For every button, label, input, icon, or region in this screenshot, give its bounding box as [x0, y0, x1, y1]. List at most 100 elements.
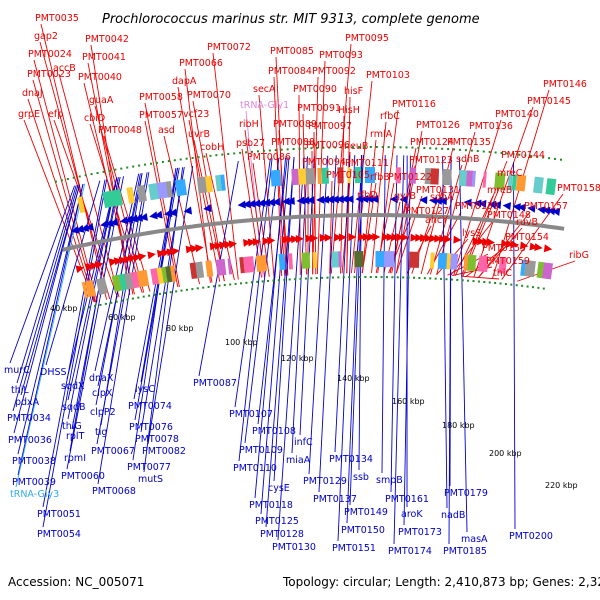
gene-label: PMT0118: [249, 500, 293, 511]
gene-label: ribG: [569, 250, 589, 261]
map-title: Prochlorococcus marinus str. MIT 9313, c…: [102, 12, 480, 27]
label-leader-line: [329, 180, 333, 274]
label-leader-line: [238, 158, 273, 462]
skew-dot: [405, 146, 408, 149]
gene-label: PMT0136: [469, 121, 513, 132]
skew-dot: [268, 149, 271, 152]
skew-dot: [512, 153, 515, 156]
reverse-gene-arrow: [546, 207, 556, 216]
skew-dot: [180, 289, 183, 292]
skew-dot: [494, 151, 497, 154]
gene-label: asd: [158, 125, 175, 136]
outer-category-block: [354, 250, 364, 268]
outer-category-block: [227, 258, 233, 275]
skew-dot: [542, 287, 545, 290]
skew-dot: [131, 297, 134, 300]
forward-gene-arrow: [386, 233, 395, 242]
skew-dot: [164, 292, 167, 295]
skew-dot: [203, 155, 206, 158]
gene-label: PMT0078: [135, 434, 179, 445]
skew-dot: [60, 179, 63, 182]
gene-label: guaA: [89, 95, 114, 106]
gene-label: PMT0179: [444, 488, 488, 499]
skew-dot: [483, 280, 486, 283]
skew-dot: [137, 296, 140, 299]
skew-dot: [470, 149, 473, 152]
label-leader-line: [67, 177, 118, 420]
forward-gene-arrow: [195, 244, 204, 253]
label-leader-line: [17, 183, 84, 455]
label-leader-line: [461, 275, 500, 280]
gene-label: PMT0039: [12, 477, 56, 488]
label-leader-line: [393, 155, 405, 545]
inner-category-block: [205, 175, 213, 193]
forward-gene-arrow: [243, 238, 252, 247]
skew-dot: [310, 147, 313, 150]
outer-category-block: [384, 251, 395, 268]
inner-category-block: [409, 167, 417, 184]
gene-label: PMT0094: [302, 157, 346, 168]
gene-label: sqdB: [62, 402, 86, 413]
reverse-gene-arrow: [463, 198, 472, 207]
skew-dot: [315, 277, 318, 280]
reverse-gene-arrow: [134, 213, 144, 222]
skew-dot: [526, 285, 529, 288]
label-leader-line: [257, 157, 288, 425]
gene-label: mreB: [487, 185, 512, 196]
forward-gene-arrow: [334, 233, 343, 242]
label-leader-line: [436, 131, 476, 275]
outer-category-block: [239, 257, 245, 274]
gene-label: ruvB: [516, 217, 538, 228]
gene-label: PMT0135: [447, 137, 491, 148]
skew-dot: [229, 283, 232, 286]
gene-label: PMT0023: [27, 69, 71, 80]
skew-dot: [83, 307, 86, 310]
genome-summary-text: Topology: circular; Length: 2,410,873 bp…: [282, 575, 600, 589]
skew-dot: [299, 277, 302, 280]
gene-label: mutS: [138, 474, 163, 485]
skew-dot: [387, 146, 390, 149]
reverse-gene-arrow: [124, 215, 134, 224]
skew-dot: [298, 147, 301, 150]
forward-gene-arrow: [358, 233, 367, 242]
forward-gene-arrow: [519, 241, 529, 250]
inner-category-block: [466, 170, 474, 187]
gene-label: PMT0105: [326, 170, 370, 181]
gene-label: PMT0068: [92, 486, 136, 497]
forward-gene-arrow: [286, 235, 295, 244]
reverse-gene-arrow: [247, 199, 256, 208]
reverse-gene-arrow: [487, 200, 497, 209]
skew-dot: [209, 154, 212, 157]
gene-label: smpB: [376, 475, 403, 486]
skew-dot: [223, 284, 226, 287]
outer-category-block: [156, 267, 165, 284]
skew-dot: [348, 276, 351, 279]
skew-dot: [144, 163, 147, 166]
skew-dot: [357, 146, 360, 149]
skew-dot: [464, 149, 467, 152]
reverse-gene-arrow: [537, 206, 546, 215]
forward-gene-arrow: [505, 239, 515, 248]
gene-label: cbiD: [84, 113, 105, 124]
gene-label: PMT0041: [82, 52, 126, 63]
outer-category-block: [205, 260, 214, 278]
outer-category-block: [81, 281, 89, 299]
forward-gene-arrow: [290, 235, 300, 244]
skew-dot: [363, 146, 366, 149]
skew-dot: [445, 278, 448, 281]
inner-category-block: [317, 167, 322, 184]
label-leader-line: [429, 164, 463, 275]
skew-dot: [99, 303, 102, 306]
reverse-gene-arrow: [168, 208, 178, 217]
gene-label: PMT0089: [273, 119, 317, 130]
inner-category-block: [165, 181, 173, 198]
skew-dot: [411, 146, 414, 149]
reverse-gene-arrow: [301, 196, 310, 205]
kbp-tick-label: 200 kbp: [489, 449, 522, 458]
label-leader-line: [278, 129, 289, 276]
label-leader-line: [254, 157, 287, 499]
skew-dot: [175, 290, 178, 293]
